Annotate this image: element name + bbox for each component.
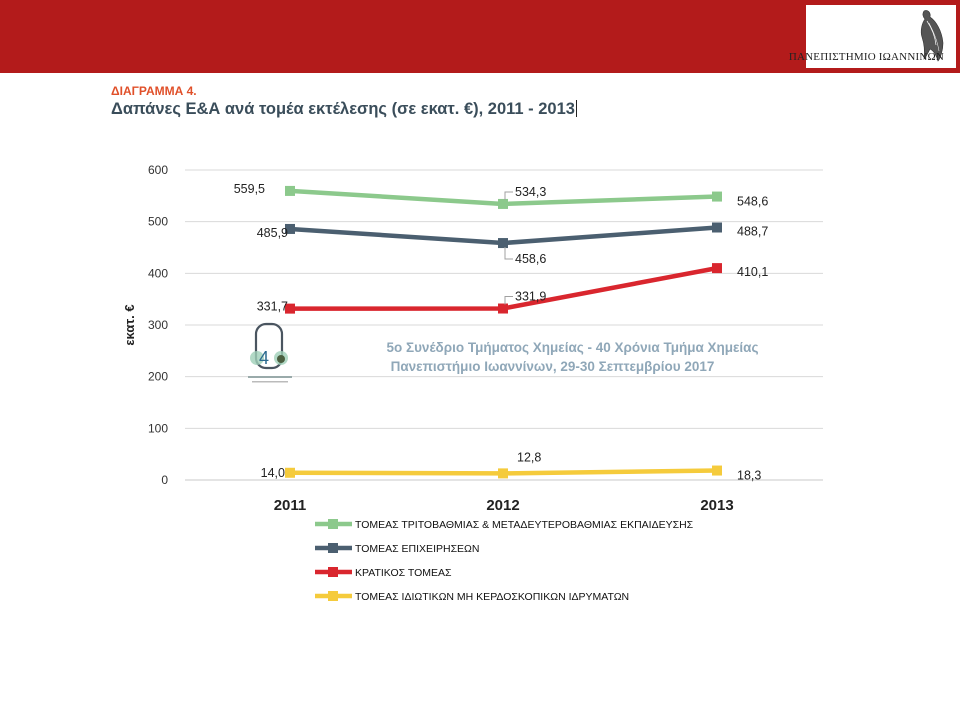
legend-item: ΤΟΜΕΑΣ ΤΡΙΤΟΒΑΘΜΙΑΣ & ΜΕΤΑΔΕΥΤΕΡΟΒΑΘΜΙΑΣ… [315,519,694,531]
y-tick-label: 400 [148,266,168,280]
conference-logo-icon: 4 [248,322,292,383]
data-label: 18,3 [737,469,761,483]
y-tick-label: 100 [148,421,168,435]
legend-label: ΤΟΜΕΑΣ ΕΠΙΧΕΙΡΗΣΕΩΝ [355,543,480,555]
chart-legend: ΤΟΜΕΑΣ ΤΡΙΤΟΒΑΘΜΙΑΣ & ΜΕΤΑΔΕΥΤΕΡΟΒΑΘΜΙΑΣ… [315,519,694,603]
data-label: 12,8 [517,450,541,464]
data-point [285,185,295,196]
series-3: 14,0 12,8 18,3 [261,450,762,482]
data-point [498,198,508,209]
legend-label: ΤΟΜΕΑΣ ΤΡΙΤΟΒΑΘΜΙΑΣ & ΜΕΤΑΔΕΥΤΕΡΟΒΑΘΜΙΑΣ… [355,519,694,531]
data-label: 548,6 [737,195,768,209]
data-label: 331,9 [515,290,546,304]
data-point [285,467,295,478]
y-tick-label: 300 [148,318,168,332]
x-tick-label: 2011 [274,497,307,514]
legend-item: ΤΟΜΕΑΣ ΕΠΙΧΕΙΡΗΣΕΩΝ [315,543,480,555]
label-leader [504,247,513,260]
legend-label: ΤΟΜΕΑΣ ΙΔΙΩΤΙΚΩΝ ΜΗ ΚΕΡΔΟΣΚΟΠΙΚΩΝ ΙΔΡΥΜΑ… [355,591,629,603]
data-point [498,468,508,479]
university-logo-panel: ΠΑΝΕΠΙΣΤΗΜΙΟ ΙΩΑΝΝΙΝΩΝ [789,5,956,68]
conference-watermark: 4 5ο Συνέδριο Τμήματος Χημείας - 40 Χρόν… [240,318,830,388]
chart-grid [185,169,823,481]
y-axis-ticks: 0 100 200 300 400 500 600 [148,163,168,487]
conference-line-1: 5ο Συνέδριο Τμήματος Χημείας - 40 Χρόνια… [386,340,759,355]
y-tick-label: 200 [148,370,168,384]
legend-marker [328,591,338,601]
data-label: 559,5 [234,182,265,196]
legend-item: ΤΟΜΕΑΣ ΙΔΙΩΤΙΚΩΝ ΜΗ ΚΕΡΔΟΣΚΟΠΙΚΩΝ ΙΔΡΥΜΑ… [315,591,629,603]
y-tick-label: 600 [148,163,168,177]
x-tick-label: 2012 [486,497,519,514]
data-label: 410,1 [737,265,768,279]
data-point [712,222,722,233]
series-0: 559,5 534,3 548,6 [234,182,768,209]
series-1: 485,9 458,6 488,7 [257,222,768,266]
data-point [712,263,722,274]
legend-marker [328,543,338,553]
label-leader [504,191,513,200]
y-tick-label: 500 [148,215,168,229]
data-label: 485,9 [257,226,288,240]
eagle-icon [920,10,944,62]
legend-marker [328,519,338,529]
data-label: 458,6 [515,252,546,266]
slide-title: Δαπάνες Ε&Α ανά τομέα εκτέλεσης (σε εκατ… [111,100,577,119]
y-axis-label: εκατ. € [122,304,137,345]
data-point [712,465,722,476]
conference-line-2: Πανεπιστήμιο Ιωαννίνων, 29-30 Σεπτεμβρίο… [390,359,715,374]
legend-label: ΚΡΑΤΙΚΟΣ ΤΟΜΕΑΣ [355,567,452,579]
data-point [285,223,295,234]
slide-title-text: Δαπάνες Ε&Α ανά τομέα εκτέλεσης (σε εκατ… [111,100,575,118]
chart-series: 559,5 534,3 548,6 485,9 458,6 488,7 331,7 331,9… [234,182,769,483]
data-point [498,238,508,249]
data-label: 534,3 [515,185,546,199]
legend-marker [328,567,338,577]
data-point [285,303,295,314]
header-banner: ΠΑΝΕΠΙΣΤΗΜΙΟ ΙΩΑΝΝΙΝΩΝ [0,0,960,73]
data-point [712,191,722,202]
series-2: 331,7 331,9 410,1 [257,263,768,314]
data-point [498,303,508,314]
data-label: 488,7 [737,225,768,239]
university-name: ΠΑΝΕΠΙΣΤΗΜΙΟ ΙΩΑΝΝΙΝΩΝ [788,51,944,63]
x-axis-ticks: 2011 2012 2013 [274,497,734,514]
label-leader [504,296,513,305]
x-tick-label: 2013 [700,497,733,514]
slide-heading: ΔΙΑΓΡΑΜΜΑ 4. [111,84,197,98]
svg-text:4: 4 [259,348,269,368]
text-caret [575,100,577,117]
series-line [289,265,718,311]
conference-text: 5ο Συνέδριο Τμήματος Χημείας - 40 Χρόνια… [300,338,845,376]
data-label: 331,7 [257,300,288,314]
data-label: 14,0 [261,466,285,480]
legend-item: ΚΡΑΤΙΚΟΣ ΤΟΜΕΑΣ [315,567,452,579]
y-tick-label: 0 [161,473,168,487]
